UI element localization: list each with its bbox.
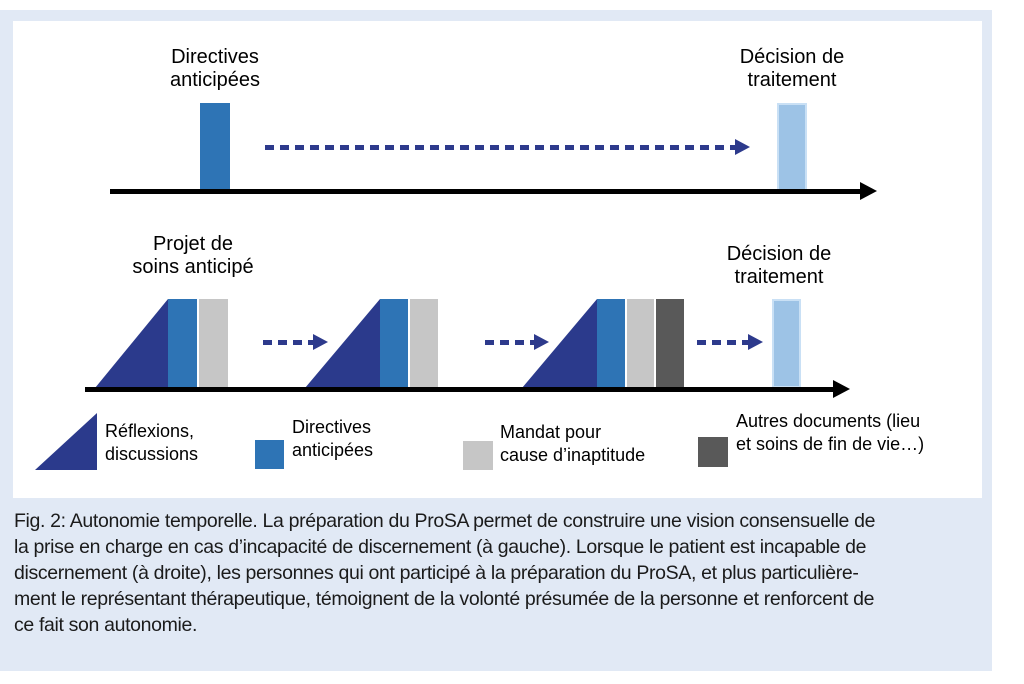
- bottom-decision-label: Décision de traitement: [726, 243, 832, 288]
- legend-directives-square-icon: [255, 440, 284, 469]
- prosa-group2-mandat-bar: [410, 299, 438, 388]
- top-dashed-arrow-head-icon: [735, 139, 750, 155]
- bottom-decision-bar: [772, 299, 801, 388]
- legend-directives-label: Directives anticipées: [292, 417, 374, 460]
- legend-mandat-square-icon: [463, 441, 493, 470]
- legend-autres-label: Autres documents (lieu et soins de fin d…: [736, 411, 925, 454]
- top-dashed-arrow: [265, 145, 735, 150]
- prosa-group3-autres-documents-bar: [656, 299, 684, 388]
- caption-line: Fig. 2: Autonomie temporelle. La prépara…: [14, 510, 876, 532]
- bottom-dashed-arrow-3: [697, 340, 748, 345]
- prosa-group2-directives-bar: [380, 299, 408, 388]
- legend-reflexions-label: Réflexions, discussions: [105, 421, 199, 464]
- bottom-dashed-arrow-1-head-icon: [313, 334, 328, 350]
- top-time-axis-arrowhead-icon: [860, 182, 877, 200]
- prosa-group3-mandat-bar: [627, 299, 654, 388]
- legend-mandat-label: Mandat pour cause d’inaptitude: [500, 422, 646, 465]
- caption-line: discernement (à droite), les personnes q…: [14, 562, 859, 584]
- caption-line: la prise en charge en cas d’incapacité d…: [14, 536, 867, 558]
- legend-autres-square-icon: [698, 437, 728, 467]
- top-directives-bar: [200, 103, 230, 191]
- prosa-label: Projet de soins anticipé: [132, 233, 254, 278]
- top-directives-label: Directives anticipées: [169, 46, 261, 91]
- bottom-dashed-arrow-2-head-icon: [534, 334, 549, 350]
- bottom-time-axis: [85, 387, 833, 392]
- diagram-panel: [13, 21, 982, 498]
- caption-line: ment le représentant thérapeutique, témo…: [14, 588, 875, 610]
- caption-line: ce fait son autonomie.: [14, 614, 198, 636]
- prosa-group3-directives-bar: [597, 299, 625, 388]
- prosa-group1-directives-bar: [168, 299, 197, 388]
- top-decision-bar: [777, 103, 807, 191]
- figure-caption: Fig. 2: Autonomie temporelle. La prépara…: [14, 508, 989, 638]
- top-decision-label: Décision de traitement: [739, 46, 845, 91]
- bottom-time-axis-arrowhead-icon: [833, 380, 850, 398]
- bottom-dashed-arrow-3-head-icon: [748, 334, 763, 350]
- top-time-axis: [110, 189, 860, 194]
- bottom-dashed-arrow-2: [485, 340, 534, 345]
- bottom-dashed-arrow-1: [263, 340, 313, 345]
- prosa-group1-mandat-bar: [199, 299, 228, 388]
